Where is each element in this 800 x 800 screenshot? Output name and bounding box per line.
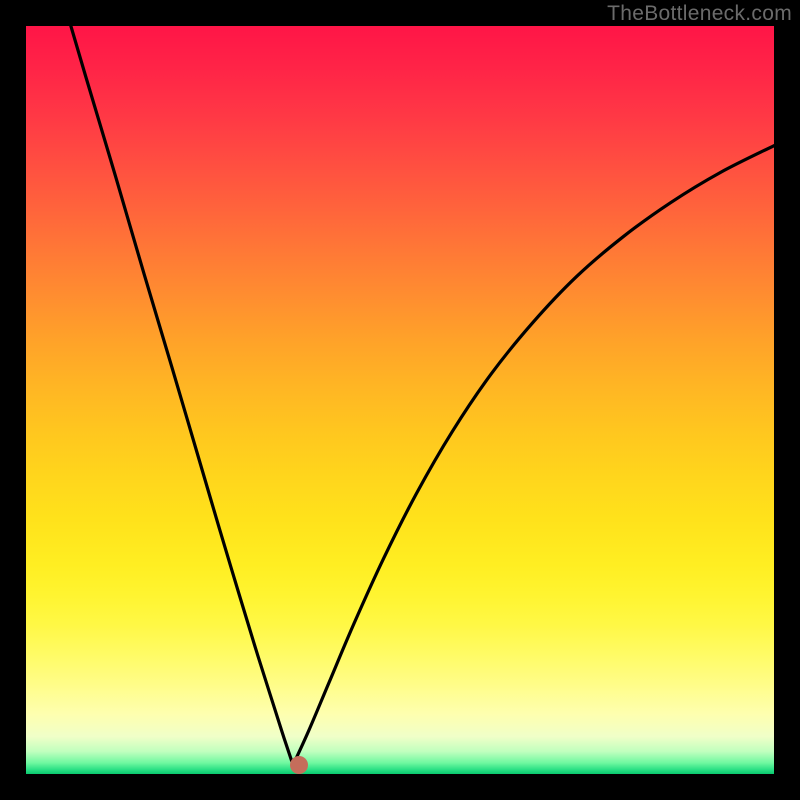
vertex-marker bbox=[290, 756, 308, 774]
plot-background bbox=[26, 26, 774, 774]
chart-frame: TheBottleneck.com bbox=[0, 0, 800, 800]
watermark-text: TheBottleneck.com bbox=[607, 2, 792, 26]
